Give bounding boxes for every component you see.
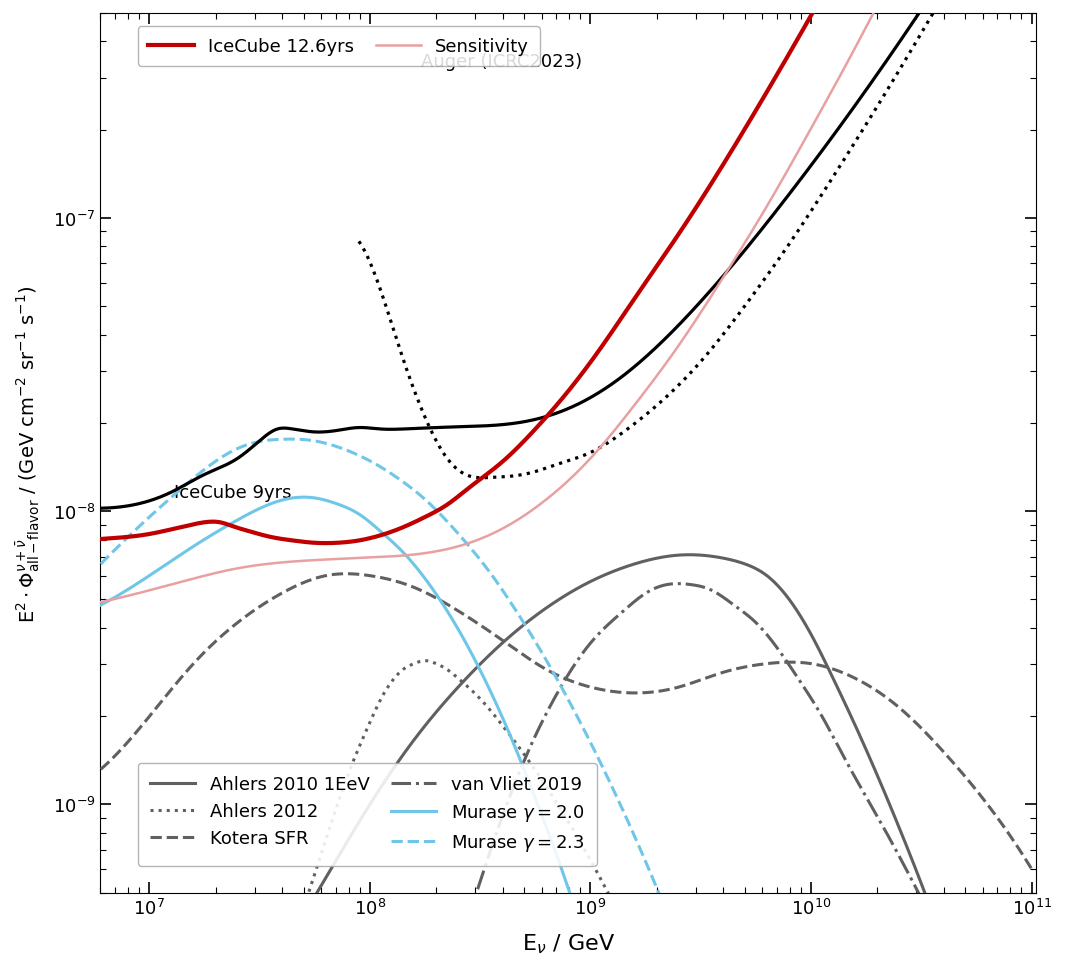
Text: IceCube 9yrs: IceCube 9yrs: [175, 484, 292, 502]
Y-axis label: E$^2 \cdot \Phi^{\nu+\bar{\nu}}_{\mathrm{all-flavor}}$ / (GeV cm$^{-2}$ sr$^{-1}: E$^2 \cdot \Phi^{\nu+\bar{\nu}}_{\mathrm…: [14, 285, 42, 622]
Legend: Ahlers 2010 1EeV, Ahlers 2012, Kotera SFR, van Vliet 2019, Murase $\gamma = 2.0$: Ahlers 2010 1EeV, Ahlers 2012, Kotera SF…: [138, 763, 597, 866]
X-axis label: E$_{\nu}$ / GeV: E$_{\nu}$ / GeV: [521, 931, 615, 955]
Text: Auger (ICRC2023): Auger (ICRC2023): [421, 52, 582, 71]
